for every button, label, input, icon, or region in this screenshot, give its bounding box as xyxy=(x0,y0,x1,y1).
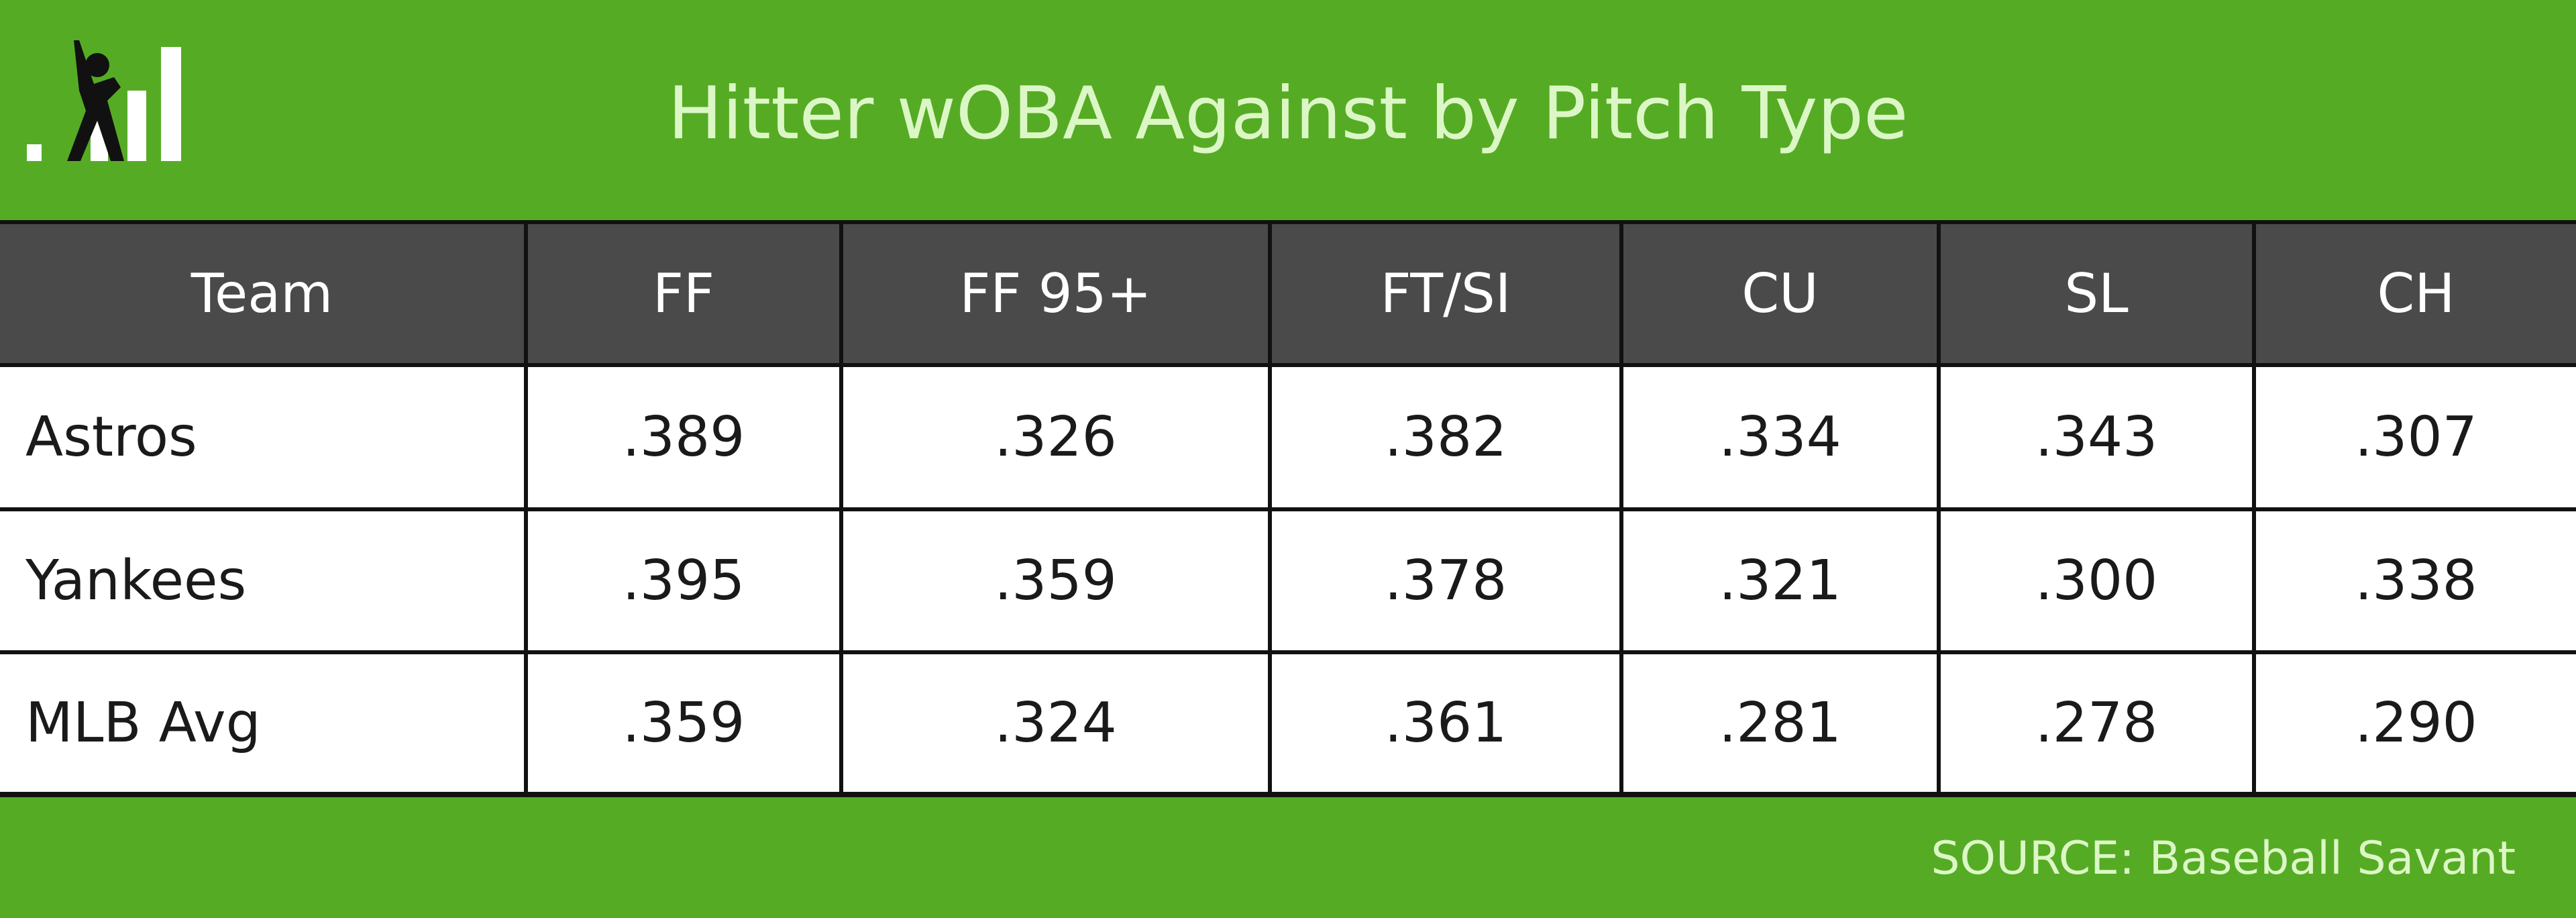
table-cell: .389 xyxy=(528,367,839,507)
source: SOURCE: Baseball Savant xyxy=(1931,832,2516,885)
row-label: Astros xyxy=(0,367,524,507)
table-cell: .281 xyxy=(1623,654,1937,792)
row-label: Yankees xyxy=(0,511,524,650)
table-cell: .395 xyxy=(528,511,839,650)
table-cell: .359 xyxy=(528,654,839,792)
row-label: MLB Avg xyxy=(0,654,524,792)
column-header: CH xyxy=(2256,224,2576,363)
table-cell: .334 xyxy=(1623,367,1937,507)
table-cell: .324 xyxy=(843,654,1268,792)
table-cell: .307 xyxy=(2256,367,2576,507)
column-header: Team xyxy=(0,224,524,363)
table-cell: .338 xyxy=(2256,511,2576,650)
column-header: SL xyxy=(1941,224,2252,363)
column-header: CU xyxy=(1623,224,1937,363)
table-cell: .321 xyxy=(1623,511,1937,650)
table-cell: .300 xyxy=(1941,511,2252,650)
table-cell: .343 xyxy=(1941,367,2252,507)
table-cell: .326 xyxy=(843,367,1268,507)
title: Hitter wOBA Against by Pitch Type xyxy=(667,72,1909,156)
table-cell: .382 xyxy=(1272,367,1619,507)
column-header: FT/SI xyxy=(1272,224,1619,363)
table-cell: .361 xyxy=(1272,654,1619,792)
table-cell: .359 xyxy=(843,511,1268,650)
table-cell: .290 xyxy=(2256,654,2576,792)
logo xyxy=(27,40,181,161)
table: Team FF FF 95+ FT/SI CU SL CH Astros .389.326.38… xyxy=(0,220,2576,797)
table-cell: .278 xyxy=(1941,654,2252,792)
table-cell: .378 xyxy=(1272,511,1619,650)
column-header: FF xyxy=(528,224,839,363)
column-header: FF 95+ xyxy=(843,224,1268,363)
